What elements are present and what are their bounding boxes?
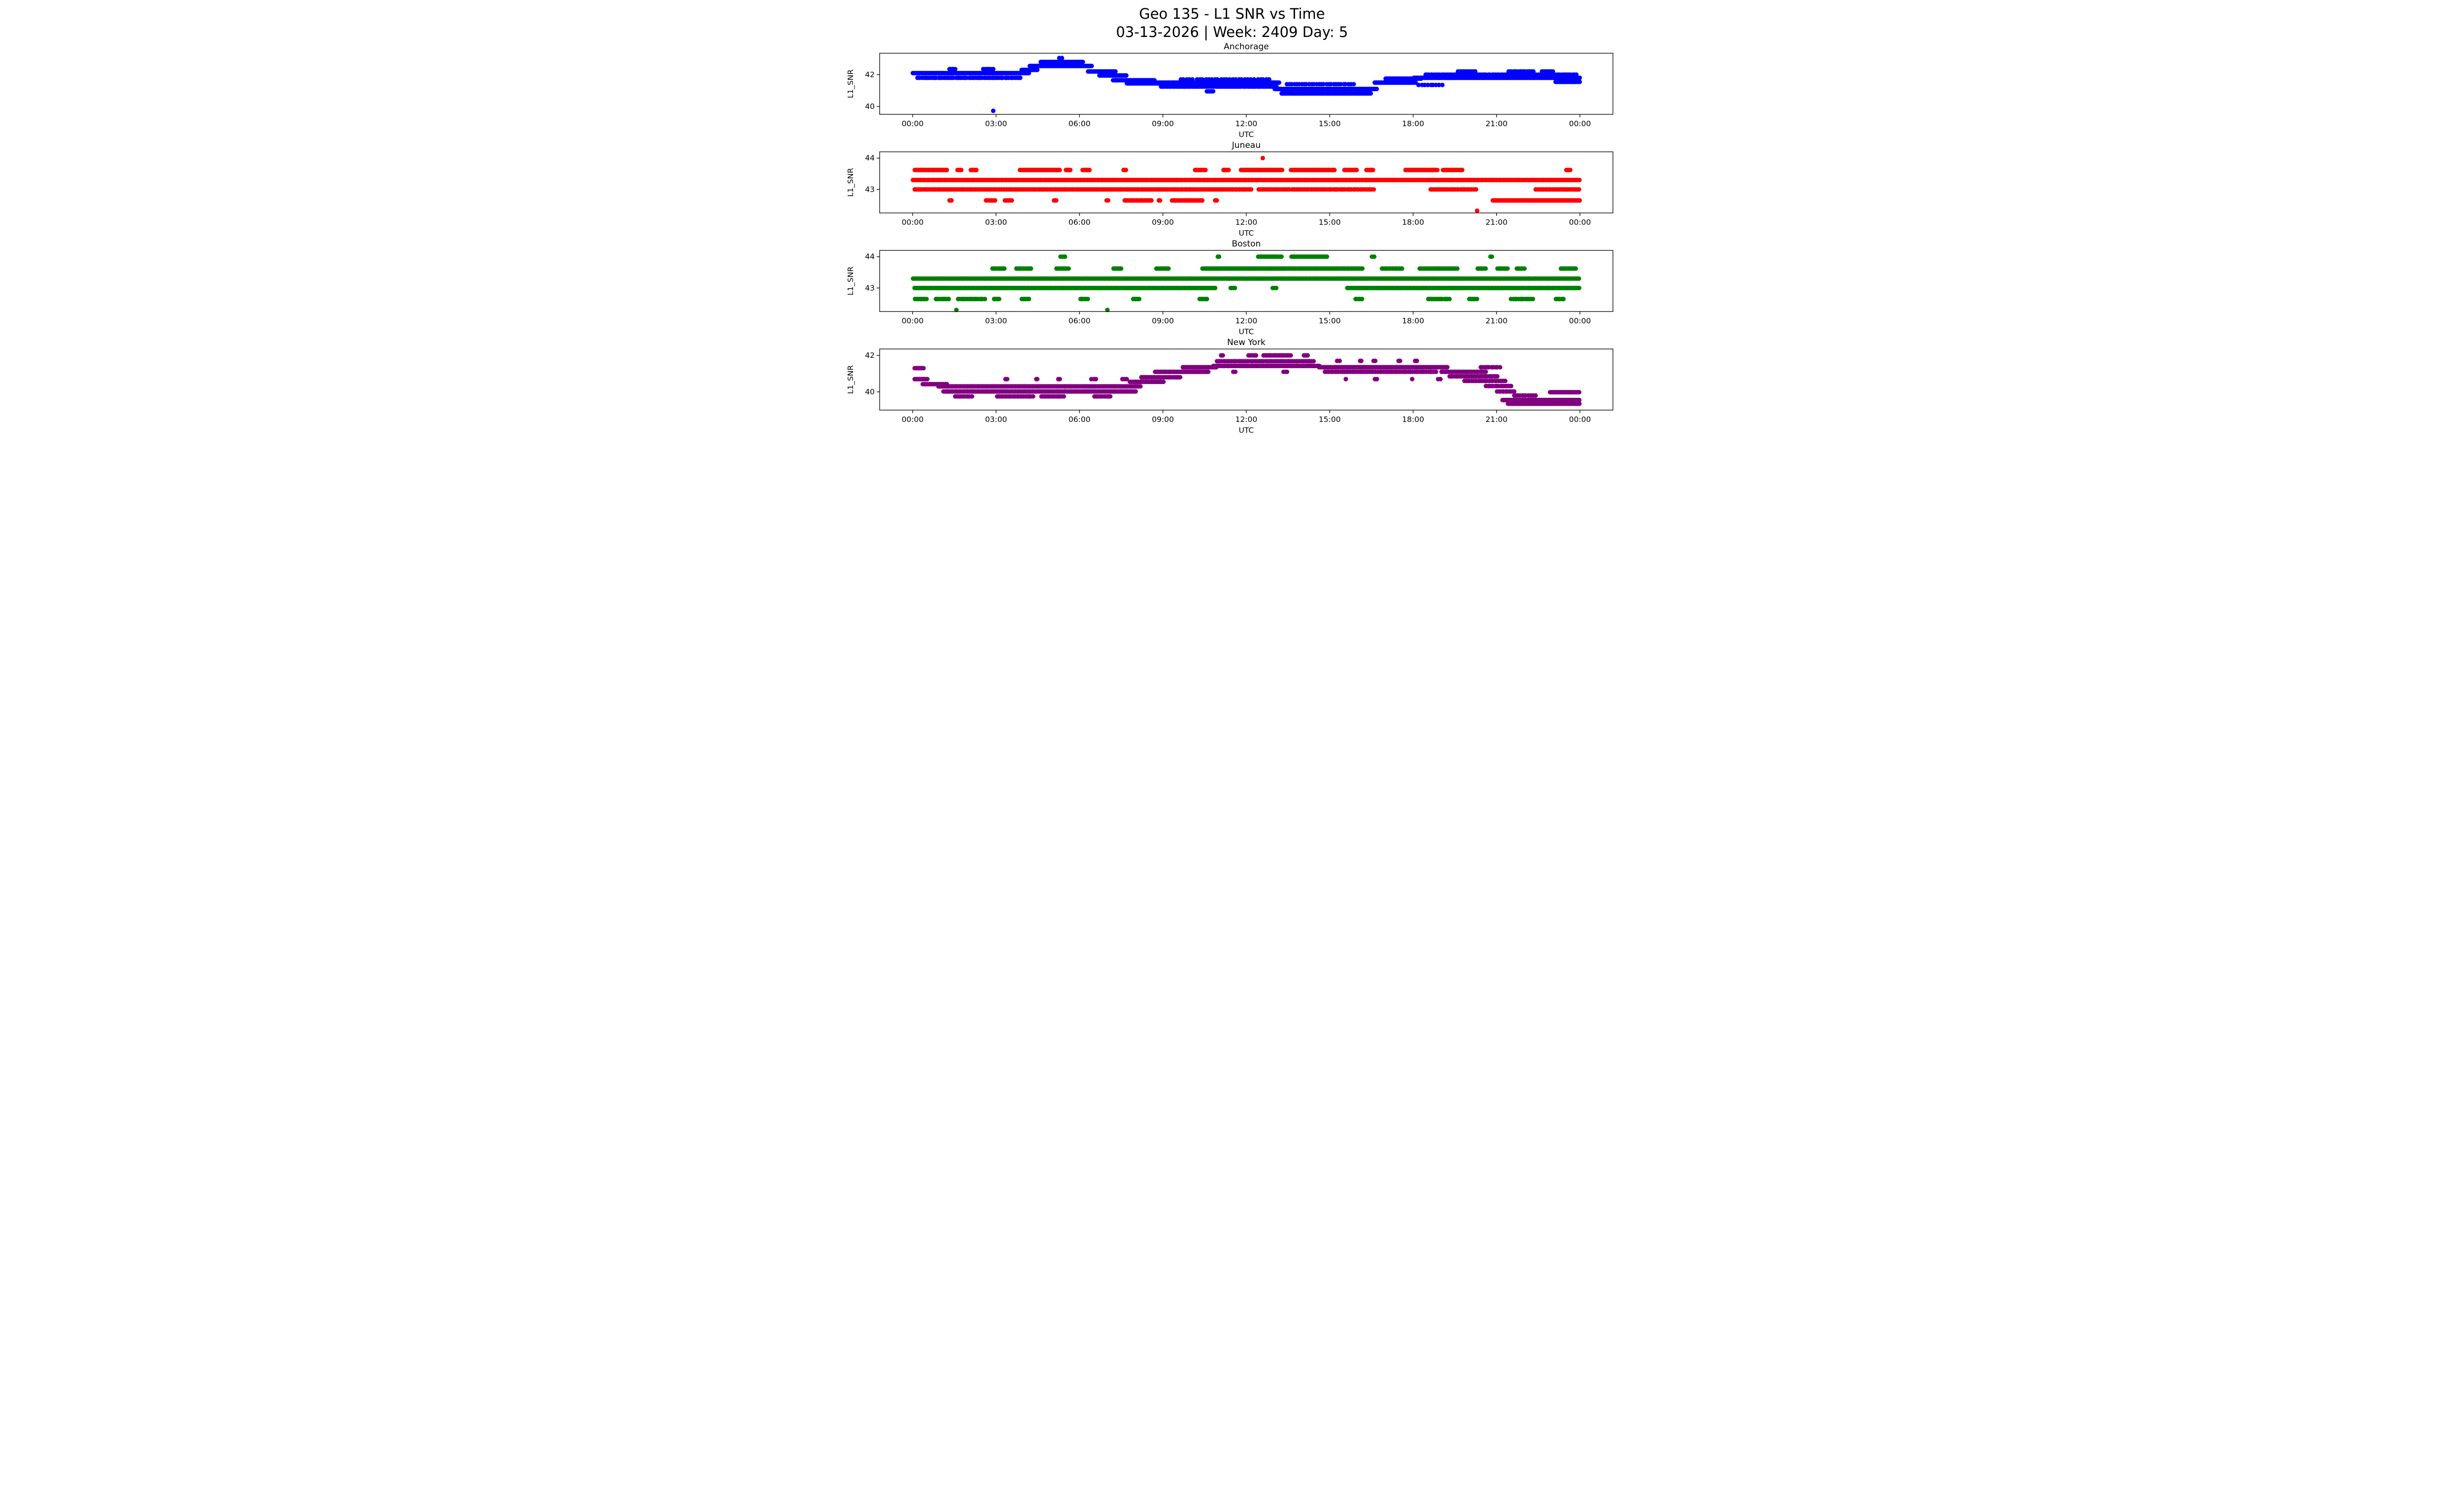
x-tick-label: 18:00 xyxy=(1402,119,1424,128)
x-tick-label: 21:00 xyxy=(1485,218,1507,227)
x-tick-label: 12:00 xyxy=(1235,415,1257,424)
scatter-points xyxy=(910,254,1581,313)
x-tick-label: 09:00 xyxy=(1152,119,1174,128)
axes-box xyxy=(879,250,1613,312)
x-tick-label: 12:00 xyxy=(1235,218,1257,227)
y-tick-label: 43 xyxy=(865,284,875,293)
x-tick-label: 21:00 xyxy=(1485,415,1507,424)
x-tick-label: 09:00 xyxy=(1152,415,1174,424)
x-tick-label: 12:00 xyxy=(1235,119,1257,128)
y-tick-label: 44 xyxy=(865,154,875,163)
x-tick-label: 09:00 xyxy=(1152,218,1174,227)
x-tick-label: 06:00 xyxy=(1068,316,1091,325)
y-tick-label: 43 xyxy=(865,185,875,194)
x-tick-label: 15:00 xyxy=(1318,316,1340,325)
x-tick-label: 18:00 xyxy=(1402,218,1424,227)
subplot-new-york: New York 00:00 03:00 06:00 09:00 12:00 15:00 18… xyxy=(846,338,1613,435)
y-tick-label: 40 xyxy=(865,387,875,396)
x-tick-label: 21:00 xyxy=(1485,316,1507,325)
subplot-anchorage: Anchorage 00:00 03:00 06:00 09:00 12:00 15:00 1… xyxy=(846,42,1613,139)
x-tick-label: 00:00 xyxy=(901,218,924,227)
x-tick-label: 15:00 xyxy=(1318,415,1340,424)
y-tick-label: 44 xyxy=(865,252,875,261)
subplot-juneau: Juneau 00:00 03:00 06:00 09:00 12:00 15:00 18:0… xyxy=(846,140,1613,238)
y-axis-label: L1_SNR xyxy=(846,168,856,197)
y-axis-label: L1_SNR xyxy=(846,70,856,99)
x-tick-label: 00:00 xyxy=(901,316,924,325)
x-tick-label: 18:00 xyxy=(1402,316,1424,325)
x-tick-label: 00:00 xyxy=(901,415,924,424)
x-tick-label: 03:00 xyxy=(985,316,1007,325)
subplot-title: New York xyxy=(1227,338,1266,348)
x-tick-label: 00:00 xyxy=(1569,218,1591,227)
x-axis-label: UTC xyxy=(1238,327,1254,336)
y-axis-label: L1_SNR xyxy=(846,267,856,296)
axes-box xyxy=(879,151,1613,213)
y-axis-label: L1_SNR xyxy=(846,365,856,394)
scatter-points xyxy=(910,156,1582,213)
x-tick-label: 03:00 xyxy=(985,119,1007,128)
x-tick-label: 18:00 xyxy=(1402,415,1424,424)
x-tick-label: 00:00 xyxy=(901,119,924,128)
x-tick-label: 00:00 xyxy=(1569,415,1591,424)
x-tick-label: 15:00 xyxy=(1318,218,1340,227)
x-axis-label: UTC xyxy=(1238,426,1254,435)
x-axis-label: UTC xyxy=(1238,130,1254,139)
x-tick-label: 00:00 xyxy=(1569,316,1591,325)
scatter-points xyxy=(912,353,1582,406)
x-tick-label: 12:00 xyxy=(1235,316,1257,325)
x-tick-label: 03:00 xyxy=(985,218,1007,227)
x-tick-label: 03:00 xyxy=(985,415,1007,424)
scatter-points xyxy=(910,56,1582,113)
x-tick-label: 06:00 xyxy=(1068,218,1091,227)
subplot-title: Juneau xyxy=(1231,140,1260,150)
x-tick-label: 06:00 xyxy=(1068,415,1091,424)
y-tick-label: 42 xyxy=(865,351,875,360)
y-tick-label: 40 xyxy=(865,102,875,111)
subplot-title: Boston xyxy=(1232,239,1261,249)
x-tick-label: 15:00 xyxy=(1318,119,1340,128)
subplot-title: Anchorage xyxy=(1224,42,1269,52)
x-tick-label: 21:00 xyxy=(1485,119,1507,128)
x-tick-label: 09:00 xyxy=(1152,316,1174,325)
subplot-boston: Boston 00:00 03:00 06:00 09:00 12:00 15:00 18:0… xyxy=(846,239,1613,336)
x-tick-label: 00:00 xyxy=(1569,119,1591,128)
figure-title-line2: 03-13-2026 | Week: 2409 Day: 5 xyxy=(1116,24,1348,41)
x-tick-label: 06:00 xyxy=(1068,119,1091,128)
figure-canvas: Geo 135 - L1 SNR vs Time 03-13-2026 | We… xyxy=(846,0,1618,436)
x-axis-label: UTC xyxy=(1238,229,1254,238)
figure-title: Geo 135 - L1 SNR vs Time 03-13-2026 | We… xyxy=(846,5,1618,41)
y-tick-label: 42 xyxy=(865,70,875,79)
figure-title-line1: Geo 135 - L1 SNR vs Time xyxy=(1139,5,1325,22)
